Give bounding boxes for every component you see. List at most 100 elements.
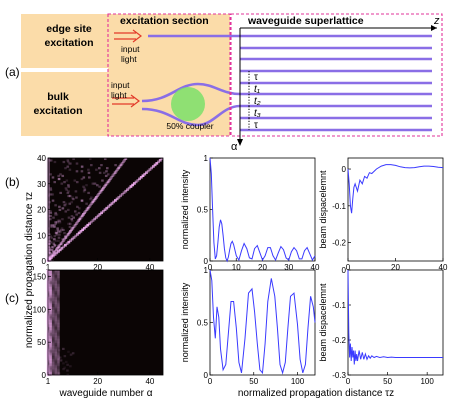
heatmap-cell: [62, 160, 66, 164]
heatmap-cell: [54, 325, 58, 329]
heatmap-cell: [54, 314, 58, 318]
heatmap-cell: [81, 228, 85, 232]
heatmap-cell: [49, 308, 52, 312]
heatmap-cell: [51, 328, 55, 332]
superlattice-frame: [230, 13, 443, 137]
heatmap-cell: [122, 191, 126, 195]
heatmap-cell: [86, 223, 90, 227]
heatmap-cell: [74, 222, 78, 225]
x-tick-label: 0: [346, 263, 351, 272]
heatmap-cell: [57, 293, 60, 297]
heatmap-cell: [49, 371, 52, 375]
heatmap-cell: [53, 225, 56, 229]
heatmap-cell: [57, 324, 60, 328]
heatmap-cell: [48, 256, 51, 259]
heatmap-cell: [49, 187, 53, 190]
heatmap-cell: [51, 285, 55, 289]
heatmap-cell: [57, 337, 60, 341]
x-tick-label: 0: [208, 377, 213, 386]
heatmap-cell: [74, 190, 78, 193]
heatmap-cell: [51, 325, 55, 329]
heatmap-cell: [96, 214, 100, 218]
heatmap-cell: [50, 253, 53, 256]
heatmap-cell: [75, 196, 78, 199]
coupling-tau-bottom: τ: [254, 120, 258, 131]
heatmap-cell: [49, 296, 52, 300]
heatmap-cell: [87, 171, 91, 174]
heatmap-background: [48, 270, 163, 375]
heatmap-cell: [51, 272, 55, 276]
heatmap-cell: [51, 311, 55, 315]
heatmap-cell: [49, 291, 52, 294]
heatmap-cell: [103, 208, 107, 212]
heatmap-cell: [62, 228, 65, 232]
heatmap-cell: [51, 301, 55, 305]
heatmap-cell: [71, 352, 75, 355]
heatmap-cell: [63, 235, 67, 238]
heatmap-cell: [54, 291, 58, 294]
heatmap-cell: [49, 348, 52, 352]
heatmap-cell: [100, 211, 104, 215]
heatmap-cell: [109, 177, 112, 181]
heatmap-cell: [105, 170, 108, 173]
heatmap-cell: [49, 258, 52, 261]
heatmap-cell: [51, 305, 55, 309]
heatmap-cell: [49, 309, 52, 313]
heatmap-cell: [101, 179, 104, 182]
heatmap-cell: [51, 276, 55, 280]
panel-a-label: (a): [5, 65, 20, 79]
heatmap-cell: [51, 354, 55, 358]
heatmap-cell: [68, 194, 72, 198]
heatmap-cell: [51, 176, 55, 179]
heatmap-cell: [57, 332, 60, 336]
heatmap-cell: [60, 227, 64, 230]
heatmap-cell: [146, 169, 150, 173]
heatmap-cell: [49, 319, 52, 323]
heatmap-cell: [54, 358, 58, 362]
heatmap-cell: [52, 250, 55, 253]
heatmap-cell: [56, 228, 60, 232]
x-tick-label: 10: [232, 263, 241, 272]
heatmap-cell: [69, 239, 72, 242]
heatmap-cell: [58, 221, 62, 224]
heatmap-cell: [54, 315, 58, 319]
heatmap-cell: [48, 201, 51, 204]
heatmap-cell: [91, 219, 95, 222]
heatmap-cell: [68, 225, 72, 229]
plot-frame: [47, 269, 164, 376]
heatmap-cell: [51, 353, 55, 356]
heatmap-cell: [51, 288, 55, 292]
heatmap-cell: [80, 170, 84, 173]
heatmap-cell: [76, 233, 79, 236]
x-tick-label: 30: [284, 263, 293, 272]
heatmap-cell: [51, 292, 55, 296]
heatmap-cell: [63, 204, 66, 207]
edge-label-line1: edge site: [46, 23, 92, 35]
heatmap-cell: [73, 210, 77, 213]
heatmap-cell: [52, 245, 55, 249]
x-tick-label: 1: [46, 377, 51, 386]
chart-b-heatmap: 1 20 40 0 10 20 30 40: [37, 154, 164, 272]
heatmap-cell: [57, 177, 61, 181]
heatmap-cell: [57, 361, 60, 365]
heatmap-cell: [57, 275, 60, 279]
heatmap-cell: [51, 370, 55, 374]
heatmap-cell: [75, 162, 79, 165]
heatmap-cell: [62, 362, 65, 365]
heatmap-cell: [51, 350, 55, 354]
heatmap-cell: [48, 208, 51, 212]
heatmap-cell: [51, 254, 55, 258]
heatmap-cell: [95, 184, 99, 187]
heatmap-cell: [49, 214, 52, 218]
heatmap-cell: [51, 312, 55, 316]
heatmap-cell: [94, 196, 98, 199]
heatmap-cell: [51, 291, 55, 294]
heatmap-cell: [51, 296, 55, 300]
heatmap-cell: [100, 188, 104, 191]
heatmap-cell: [58, 208, 62, 212]
heatmap-cell: [54, 319, 58, 323]
heatmap-cell: [57, 292, 60, 296]
heatmap-cell: [114, 169, 118, 173]
z-label: z: [433, 15, 440, 27]
heatmap-cell: [74, 234, 78, 238]
